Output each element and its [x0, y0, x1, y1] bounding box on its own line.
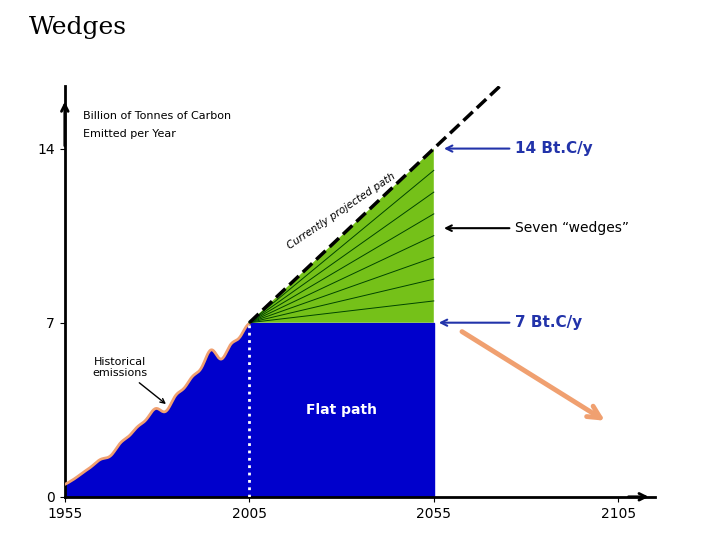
Text: Wedges: Wedges — [29, 16, 127, 39]
Text: 14 Bt.C/y: 14 Bt.C/y — [446, 141, 593, 156]
Text: Currently projected path: Currently projected path — [286, 171, 397, 251]
Text: 7 Bt.C/y: 7 Bt.C/y — [441, 315, 582, 330]
Polygon shape — [249, 323, 434, 497]
Text: Seven “wedges”: Seven “wedges” — [446, 221, 629, 235]
Polygon shape — [249, 148, 434, 323]
Text: Historical
emissions: Historical emissions — [93, 356, 165, 403]
Text: Billion of Tonnes of Carbon: Billion of Tonnes of Carbon — [84, 111, 231, 122]
Text: Flat path: Flat path — [306, 403, 377, 417]
Text: Emitted per Year: Emitted per Year — [84, 129, 176, 139]
